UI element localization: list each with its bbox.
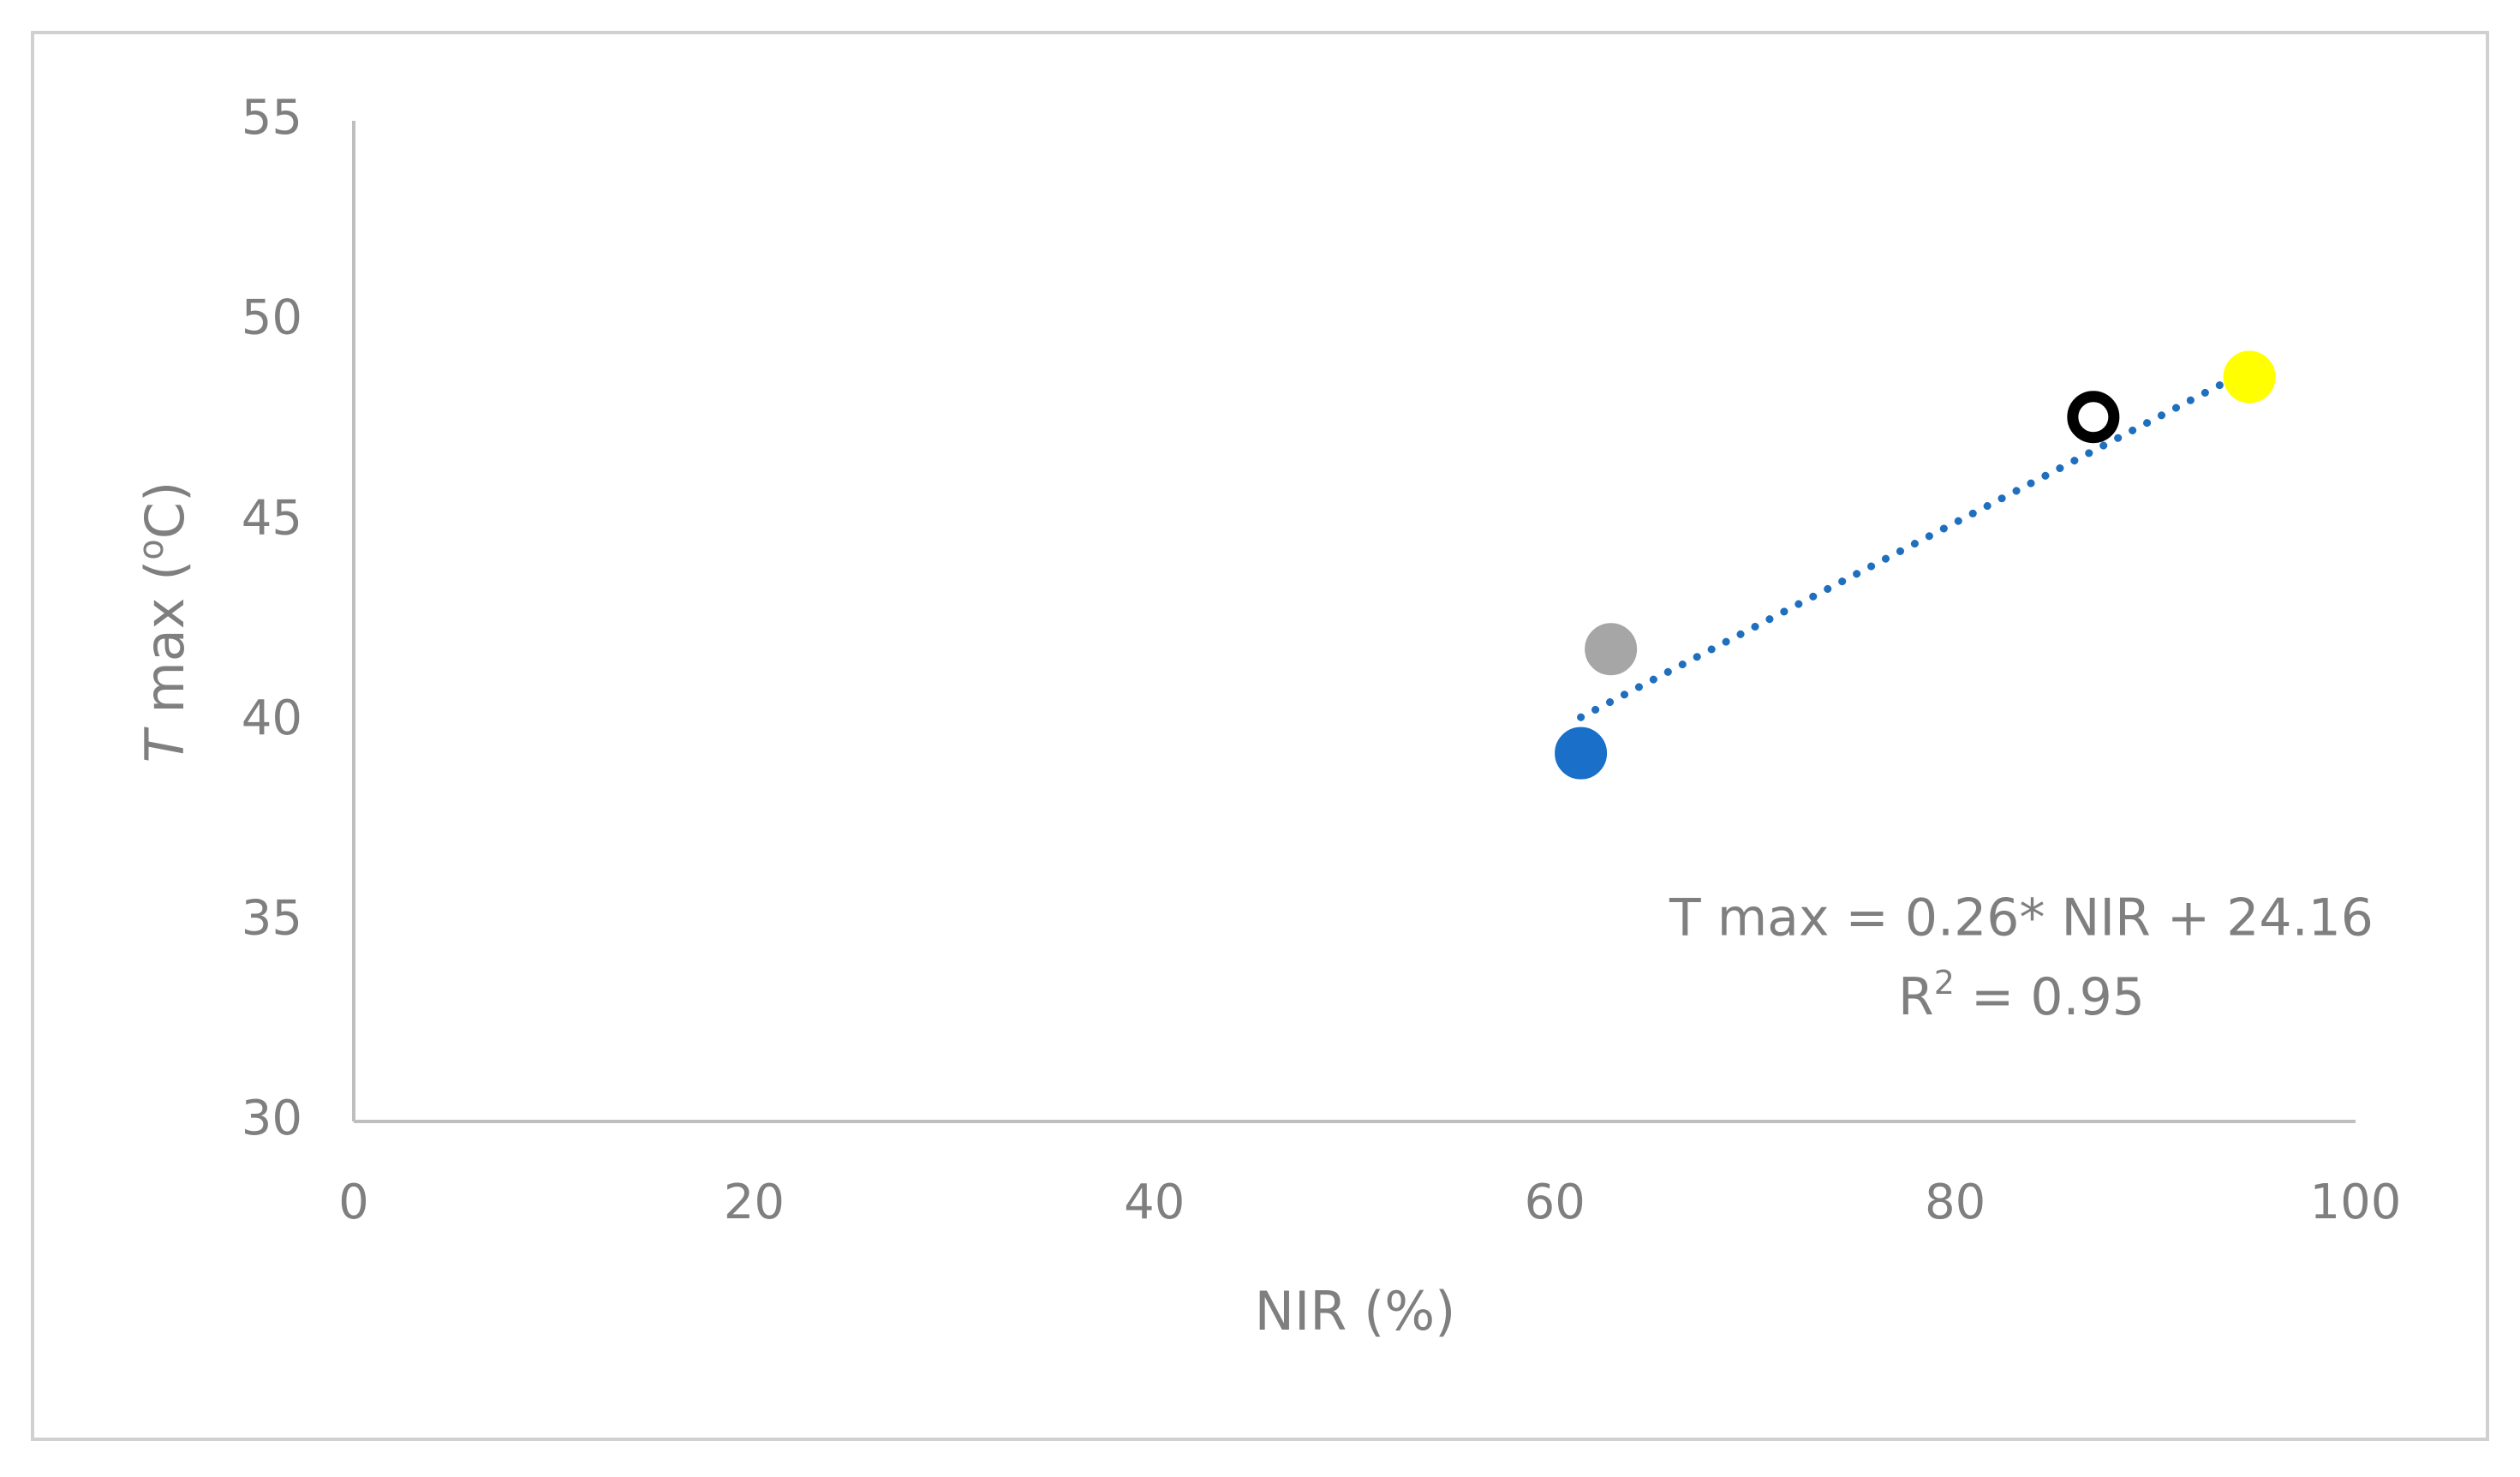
y-tick-label: 30 <box>242 1091 302 1146</box>
r2-part: = 0.95 <box>1955 967 2145 1027</box>
x-tick-label: 60 <box>1525 1175 1585 1230</box>
y-tick-label: 55 <box>242 90 302 146</box>
y-label-part: max ( <box>134 560 196 731</box>
x-tick-label: 40 <box>1124 1175 1185 1230</box>
x-tick-label: 20 <box>724 1175 785 1230</box>
r2-sup: 2 <box>1934 964 1955 1002</box>
scatter-point <box>2223 350 2276 404</box>
x-axis-label: NIR (%) <box>1255 1280 1456 1342</box>
y-axis-label: T max (oC) <box>132 481 196 763</box>
scatter-point <box>1585 623 1638 676</box>
y-tick-label: 40 <box>242 691 302 746</box>
trendline <box>1577 366 2254 721</box>
r2-part: R <box>1898 967 1934 1027</box>
y-tick-label: 50 <box>242 290 302 346</box>
x-tick-label: 80 <box>1925 1175 1986 1230</box>
y-tick-label: 45 <box>242 490 302 546</box>
y-label-part: C) <box>134 481 196 539</box>
chart-frame <box>31 31 2489 1441</box>
r-squared: R2 = 0.95 <box>1898 964 2145 1027</box>
y-label-part: T <box>134 727 196 762</box>
x-tick-label: 100 <box>2310 1175 2402 1230</box>
scatter-point <box>1555 727 1608 780</box>
scatter-point <box>2067 391 2120 444</box>
y-label-sup: o <box>132 539 171 559</box>
x-tick-label: 0 <box>338 1175 369 1230</box>
y-tick-label: 35 <box>242 891 302 947</box>
trend-equation: T max = 0.26* NIR + 24.16 <box>1669 888 2374 948</box>
